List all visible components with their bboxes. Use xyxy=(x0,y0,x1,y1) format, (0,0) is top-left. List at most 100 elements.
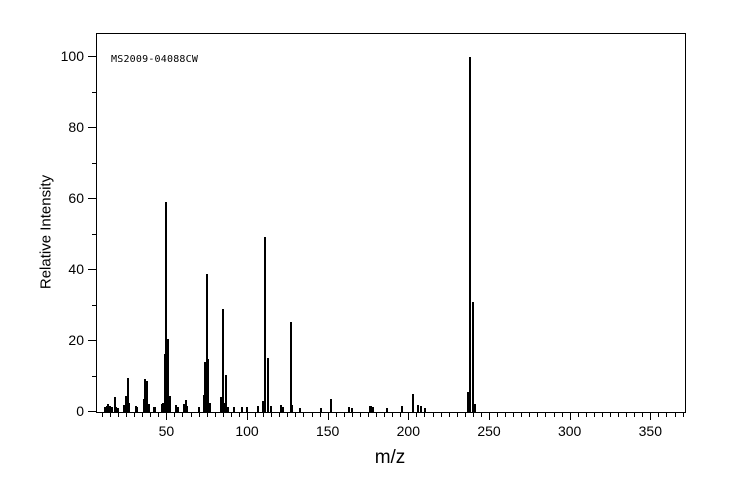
x-minor-tick xyxy=(271,413,273,417)
spectrum-peak xyxy=(128,402,131,412)
spectrum-peak xyxy=(110,407,113,412)
spectrum-peak xyxy=(108,405,111,412)
x-minor-tick xyxy=(658,413,660,417)
x-tick-label: 150 xyxy=(315,423,340,439)
x-minor-tick xyxy=(513,413,515,417)
spectrum-peak xyxy=(468,57,471,412)
spectrum-peak xyxy=(221,308,224,412)
x-minor-tick xyxy=(601,413,603,417)
x-major-tick xyxy=(650,413,652,420)
spectrum-peak xyxy=(154,407,157,412)
x-minor-tick xyxy=(359,413,361,417)
x-tick-label: 50 xyxy=(158,423,175,439)
x-minor-tick xyxy=(198,413,200,417)
y-tick-label: 0 xyxy=(76,403,84,419)
spectrum-peak xyxy=(291,404,294,412)
spectrum-peak xyxy=(281,406,284,412)
spectrum-peak xyxy=(368,406,371,412)
spectrum-peak xyxy=(176,407,179,412)
plot-area: MS2009-04088CW xyxy=(96,33,686,413)
spectrum-peak xyxy=(471,302,474,412)
spectrum-peak xyxy=(202,395,205,412)
y-tick-label: 100 xyxy=(60,48,84,65)
spectrum-peak xyxy=(160,403,163,412)
x-minor-tick xyxy=(206,413,208,417)
spectrum-peak xyxy=(267,358,269,412)
x-minor-tick xyxy=(618,413,620,417)
x-minor-tick xyxy=(392,413,394,417)
x-minor-tick xyxy=(505,413,507,417)
x-minor-tick xyxy=(456,413,458,417)
spectrum-peak xyxy=(412,393,415,412)
spectrum-peak xyxy=(125,396,127,412)
spectrum-peak xyxy=(225,375,228,412)
x-major-tick xyxy=(408,413,410,420)
spectrum-peak xyxy=(320,407,323,412)
x-minor-tick xyxy=(376,413,378,417)
spectrum-peak xyxy=(223,403,226,412)
spectrum-peak xyxy=(246,406,248,412)
y-minor-tick xyxy=(92,375,96,377)
x-minor-tick xyxy=(497,413,499,417)
spectrum-peak xyxy=(167,338,169,412)
y-minor-tick xyxy=(92,304,96,306)
y-tick-label: 60 xyxy=(68,190,84,207)
spectrum-peak xyxy=(107,404,110,412)
spectrum-peak xyxy=(241,407,244,412)
x-minor-tick xyxy=(400,413,402,417)
spectrum-peak xyxy=(262,401,265,412)
x-minor-tick xyxy=(545,413,547,417)
x-tick-label: 200 xyxy=(396,423,420,439)
spectrum-peak xyxy=(123,404,126,412)
x-minor-tick xyxy=(295,413,297,417)
x-minor-tick xyxy=(303,413,305,417)
x-minor-tick xyxy=(634,413,636,417)
spectrum-peak xyxy=(136,407,139,412)
x-axis-title: m/z xyxy=(374,447,406,468)
spectrum-peak xyxy=(370,406,373,412)
x-minor-tick xyxy=(335,413,337,417)
x-minor-tick xyxy=(158,413,160,417)
x-minor-tick xyxy=(609,413,611,417)
x-minor-tick xyxy=(319,413,321,417)
spectrum-peak xyxy=(347,406,350,412)
x-minor-tick xyxy=(682,413,684,417)
x-minor-tick xyxy=(238,413,240,417)
x-tick-label: 100 xyxy=(235,423,259,439)
x-minor-tick xyxy=(384,413,386,417)
y-major-tick xyxy=(88,411,96,412)
y-major-tick xyxy=(88,56,96,58)
y-major-tick xyxy=(88,340,96,341)
x-minor-tick xyxy=(553,413,555,417)
spectrum-peak xyxy=(175,404,177,412)
spectrum-peak xyxy=(134,406,137,412)
spectrum-peak xyxy=(204,362,207,412)
x-minor-tick xyxy=(577,413,579,417)
spectrum-peak xyxy=(299,408,302,412)
x-minor-tick xyxy=(142,413,144,417)
spectrum-peak xyxy=(386,407,389,412)
x-minor-tick xyxy=(432,413,434,417)
x-minor-tick xyxy=(190,413,192,417)
spectrum-peak xyxy=(329,398,332,412)
y-minor-tick xyxy=(92,233,96,235)
x-minor-tick xyxy=(279,413,281,417)
x-minor-tick xyxy=(126,413,128,417)
spectrum-peak xyxy=(162,402,165,412)
y-major-tick xyxy=(88,127,96,129)
y-major-tick xyxy=(88,269,96,271)
spectrum-peak xyxy=(473,403,476,412)
y-major-tick xyxy=(88,198,96,200)
x-minor-tick xyxy=(521,413,523,417)
x-major-tick xyxy=(166,413,168,420)
spectrum-peak xyxy=(184,400,187,412)
x-minor-tick xyxy=(448,413,450,417)
x-minor-tick xyxy=(464,413,466,417)
x-minor-tick xyxy=(561,413,563,417)
spectrum-peak xyxy=(220,397,223,412)
y-minor-tick xyxy=(92,91,96,93)
spectrum-peak xyxy=(168,396,171,412)
x-minor-tick xyxy=(674,413,676,417)
spectrum-peak xyxy=(183,403,186,412)
